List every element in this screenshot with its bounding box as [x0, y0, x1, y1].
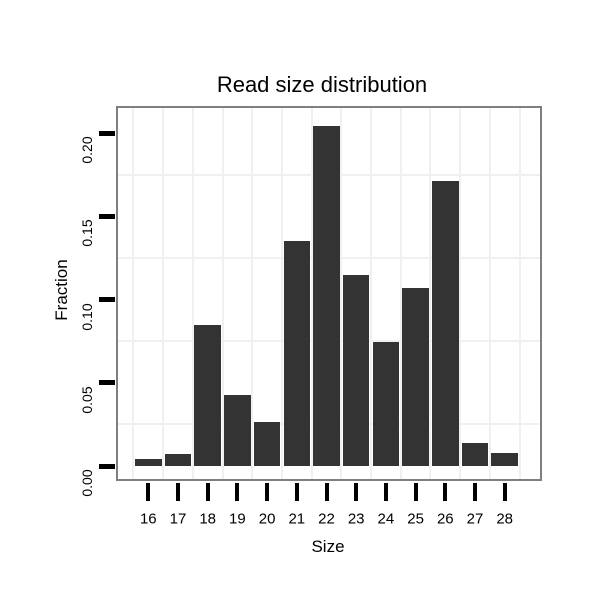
x-tick	[502, 483, 507, 501]
bar-16	[135, 458, 162, 466]
x-tick	[235, 483, 240, 501]
gridline-vertical	[162, 108, 165, 479]
bar-28	[491, 452, 518, 466]
x-tick-label: 21	[288, 510, 306, 528]
y-tick-label: 0.00	[79, 469, 95, 497]
y-tick	[99, 463, 115, 469]
gridline-vertical	[280, 108, 283, 479]
gridline-vertical	[518, 108, 521, 479]
bar-23	[342, 274, 370, 466]
bar-26	[432, 181, 459, 466]
x-axis-title: Size	[311, 537, 345, 556]
x-tick-label: 16	[139, 510, 157, 528]
x-tick-label: 28	[496, 510, 514, 528]
y-tick-label: 0.15	[79, 219, 95, 247]
x-tick-label: 17	[169, 510, 187, 528]
y-tick	[99, 380, 115, 386]
x-tick-label: 23	[347, 510, 365, 528]
gridline-vertical	[340, 108, 343, 479]
x-tick-label: 19	[229, 510, 246, 528]
bar-24	[372, 341, 400, 466]
x-tick	[205, 483, 210, 501]
x-tick	[473, 483, 477, 501]
gridline-vertical	[488, 108, 491, 479]
x-tick-label: 25	[407, 510, 424, 528]
x-tick	[324, 483, 329, 501]
gridline-vertical	[251, 108, 254, 479]
gridline-vertical	[132, 108, 135, 479]
x-tick	[265, 483, 270, 501]
plot-panel	[116, 106, 542, 481]
x-tick-label: 22	[318, 510, 335, 528]
bar-18	[194, 325, 221, 466]
y-axis-title: Fraction	[52, 259, 71, 321]
y-tick	[99, 213, 115, 219]
y-tick	[99, 297, 115, 302]
y-tick-label: 0.10	[79, 302, 95, 331]
y-tick	[99, 130, 115, 136]
gridline-vertical	[370, 108, 373, 479]
x-tick	[176, 483, 180, 501]
x-tick	[354, 483, 359, 501]
x-tick	[413, 483, 418, 501]
gridline-vertical	[191, 108, 194, 479]
chart-title: Read size distribution	[216, 72, 428, 97]
bar-20	[253, 421, 281, 466]
bar-21	[283, 241, 311, 466]
bar-25	[402, 287, 429, 466]
x-tick-label: 18	[199, 510, 217, 528]
x-tick	[146, 483, 151, 501]
x-tick	[443, 483, 448, 501]
x-tick	[294, 483, 299, 501]
x-tick-label: 20	[258, 510, 276, 528]
gridline-vertical	[399, 108, 402, 479]
gridline-vertical	[310, 108, 313, 479]
x-tick-label: 26	[436, 510, 454, 528]
y-tick-label: 0.20	[79, 136, 95, 164]
gridline-vertical	[429, 108, 432, 479]
gridline-vertical	[221, 108, 224, 479]
x-tick-label: 24	[377, 510, 395, 528]
y-tick-label: 0.05	[79, 386, 95, 414]
bar-19	[224, 395, 251, 466]
bar-17	[164, 453, 192, 466]
x-tick-label: 27	[466, 510, 484, 528]
bar-27	[461, 442, 489, 466]
gridline-vertical	[459, 108, 462, 479]
bar-22	[313, 125, 340, 466]
x-tick	[383, 483, 388, 501]
